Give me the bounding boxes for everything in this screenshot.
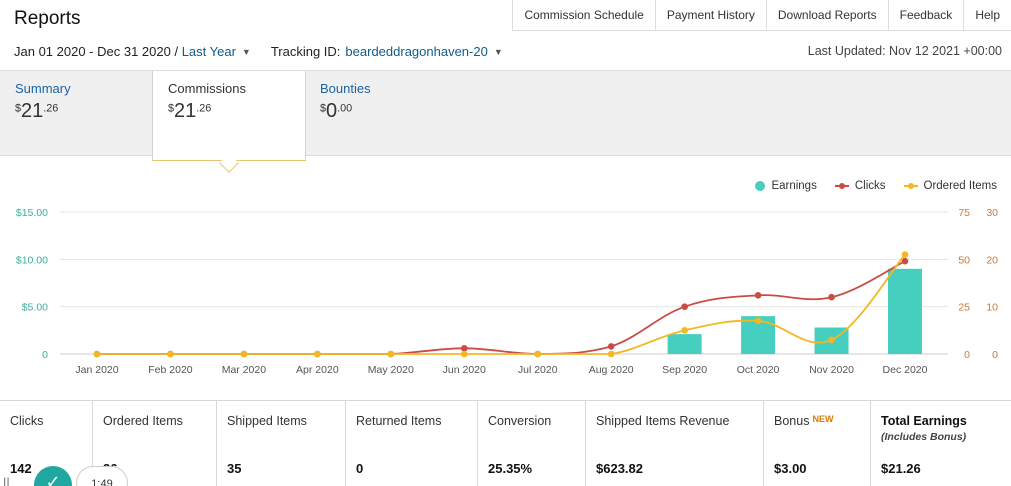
- x-tick-label: Jan 2020: [75, 364, 118, 376]
- chevron-down-icon[interactable]: ▼: [241, 46, 251, 57]
- chart-svg: 0 0 0 $5.00 25 10 $10.00 50 20 $15.00 75 30 Jan 2020…: [16, 207, 998, 376]
- clicks-line: [97, 260, 906, 355]
- media-overlay: II ✓ 1:49: [0, 462, 140, 486]
- new-badge: NEW: [812, 414, 834, 424]
- x-tick-label: Aug 2020: [589, 364, 634, 376]
- date-separator: /: [170, 44, 182, 59]
- stats-bar: Clicks 142 Ordered Items 36 Shipped Item…: [0, 400, 1011, 486]
- tab-amount: $21.26: [15, 100, 59, 122]
- stat-shipped-items: Shipped Items 35: [217, 401, 346, 486]
- x-tick-label: Dec 2020: [883, 364, 928, 376]
- ordered-items-point: [460, 350, 468, 358]
- legend-earnings[interactable]: Earnings: [755, 180, 817, 192]
- clicks-point: [460, 345, 468, 352]
- feedback-button[interactable]: Feedback: [888, 0, 965, 30]
- clicks-point: [901, 257, 909, 265]
- clicks-line-icon: [834, 181, 849, 191]
- x-tick-label: May 2020: [368, 364, 414, 376]
- date-range: Jan 01 2020 - Dec 31 2020: [14, 44, 171, 59]
- y-tick-label: $5.00: [22, 302, 48, 314]
- stat-bonus: Bonus NEW $3.00: [764, 401, 871, 486]
- clicks-point: [828, 293, 835, 301]
- ordered-line-icon: [903, 181, 918, 191]
- tab-amount: $0.00: [320, 100, 353, 122]
- payment-history-button[interactable]: Payment History: [655, 0, 767, 30]
- y-tick-label: $10.00: [16, 254, 48, 266]
- y2-tick-label: 0: [964, 349, 970, 361]
- stat-clicks: Clicks 142: [0, 401, 93, 486]
- tab-summary[interactable]: Summary $21.26: [0, 71, 152, 157]
- clicks-point: [754, 292, 762, 299]
- tracking-label: Tracking ID:: [270, 44, 341, 59]
- page-title: Reports: [14, 8, 81, 29]
- ordered-items-point: [387, 350, 395, 358]
- x-tick-label: Feb 2020: [148, 364, 193, 376]
- help-button[interactable]: Help: [964, 0, 1011, 30]
- y-tick-label: 0: [42, 349, 48, 361]
- x-tick-label: Oct 2020: [737, 364, 780, 376]
- clicks-point: [607, 343, 615, 350]
- pause-icon[interactable]: II: [3, 475, 10, 486]
- ordered-items-line: [97, 254, 906, 355]
- tab-label: Bounties: [320, 81, 371, 96]
- timer-badge: 1:49: [76, 466, 128, 486]
- x-tick-label: Nov 2020: [809, 364, 854, 376]
- tab-amount: $21.26: [168, 100, 212, 122]
- ordered-items-point: [828, 336, 835, 344]
- y3-tick-label: 0: [992, 349, 998, 361]
- y-tick-label: $15.00: [16, 207, 48, 219]
- report-filter-line: Jan 01 2020 - Dec 31 2020 / Last Year ▼ …: [14, 44, 503, 59]
- ordered-items-point: [607, 350, 615, 358]
- last-updated: Last Updated: Nov 12 2021 +00:00: [807, 44, 1002, 58]
- y3-tick-label: 20: [986, 254, 998, 266]
- stat-conversion: Conversion 25.35%: [478, 401, 586, 486]
- check-icon[interactable]: ✓: [34, 466, 72, 486]
- legend-ordered-items[interactable]: Ordered Items: [903, 180, 997, 192]
- legend-clicks[interactable]: Clicks: [834, 180, 886, 192]
- download-reports-button[interactable]: Download Reports: [766, 0, 889, 30]
- chart-legend: Earnings Clicks Ordered Items: [737, 180, 997, 192]
- x-tick-label: Jul 2020: [518, 364, 558, 376]
- ordered-items-point: [681, 327, 688, 334]
- period-dropdown[interactable]: Last Year: [181, 44, 236, 59]
- y2-tick-label: 75: [958, 207, 970, 219]
- tab-commissions[interactable]: Commissions $21.26: [152, 71, 306, 161]
- ordered-items-point: [93, 350, 101, 358]
- y3-tick-label: 30: [986, 207, 998, 219]
- tracking-id-dropdown[interactable]: beardeddragonhaven-20: [345, 44, 488, 59]
- tabs-band: Summary $21.26 Commissions $21.26 Bounti…: [0, 70, 1011, 161]
- y3-tick-label: 10: [986, 302, 998, 314]
- commission-schedule-button[interactable]: Commission Schedule: [513, 0, 656, 30]
- x-tick-label: Mar 2020: [222, 364, 267, 376]
- stat-shipped-revenue: Shipped Items Revenue $623.82: [586, 401, 764, 486]
- chevron-down-icon[interactable]: ▼: [493, 46, 503, 57]
- stat-total-earnings: Total Earnings (Includes Bonus) $21.26: [881, 414, 967, 476]
- ordered-items-point: [901, 251, 909, 258]
- earnings-bar: [667, 334, 702, 354]
- tab-label: Commissions: [168, 81, 247, 96]
- y2-tick-label: 25: [958, 302, 970, 314]
- earnings-bar: [888, 268, 922, 354]
- clicks-point: [681, 303, 688, 310]
- x-tick-label: Sep 2020: [662, 364, 707, 376]
- tab-bounties[interactable]: Bounties $0.00: [305, 71, 455, 157]
- ordered-items-point: [754, 317, 762, 325]
- stat-returned-items: Returned Items 0: [346, 401, 478, 486]
- ordered-items-point: [167, 350, 174, 358]
- ordered-items-point: [314, 350, 321, 358]
- x-tick-label: Apr 2020: [296, 364, 339, 376]
- x-tick-label: Jun 2020: [443, 364, 486, 376]
- ordered-items-point: [534, 350, 542, 358]
- top-nav: Commission Schedule Payment History Down…: [512, 0, 1011, 31]
- earnings-dot-icon: [755, 181, 766, 191]
- earnings-chart: 0 0 0 $5.00 25 10 $10.00 50 20 $15.00 75 30 Jan 2020…: [0, 170, 1011, 395]
- tab-label: Summary: [15, 81, 71, 96]
- ordered-items-point: [240, 350, 248, 358]
- y2-tick-label: 50: [958, 254, 970, 266]
